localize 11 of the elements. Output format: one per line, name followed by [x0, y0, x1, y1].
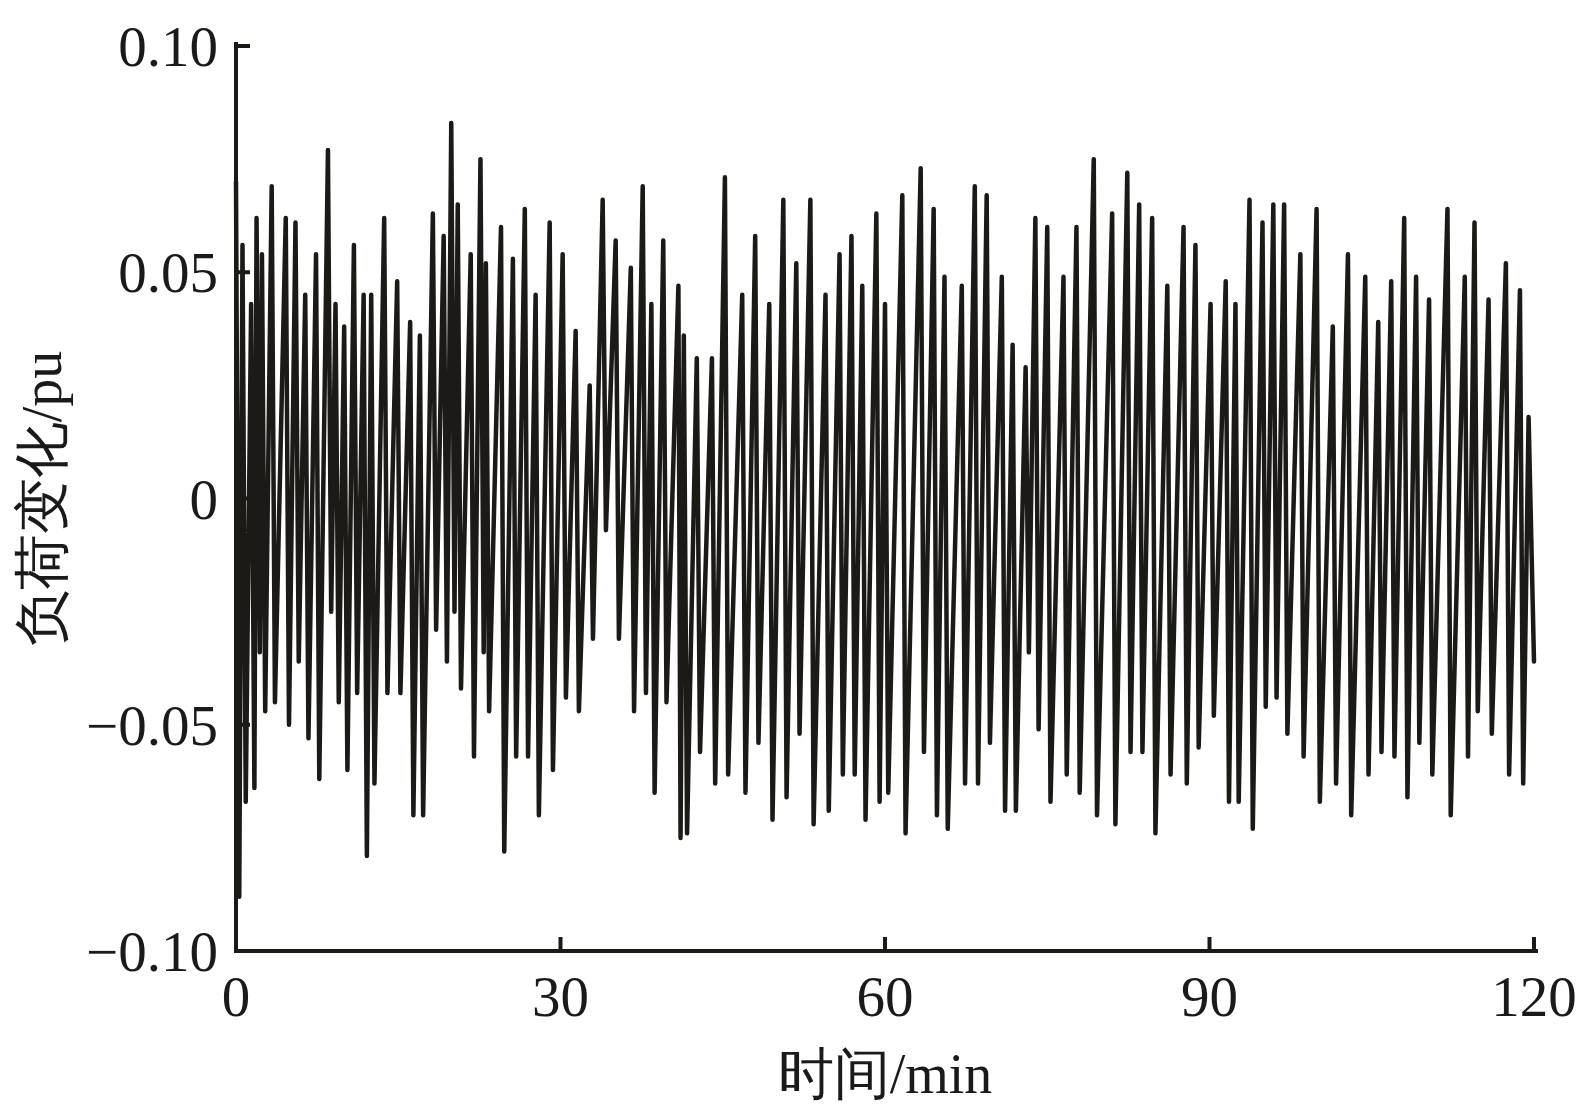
y-tick-label: −0.05 [86, 693, 218, 757]
x-axis-title: 时间/min [777, 1043, 993, 1105]
x-tick-label: 90 [1181, 965, 1238, 1028]
x-tick-label: 120 [1491, 965, 1577, 1028]
x-tick-label: 30 [532, 965, 589, 1028]
y-tick-label: 0.10 [118, 14, 218, 78]
y-axis-title: 负荷变化/pu [11, 350, 73, 647]
y-tick-label: −0.10 [86, 919, 218, 983]
y-tick-label: 0 [189, 467, 218, 530]
y-tick-label: 0.05 [118, 240, 218, 304]
x-tick-label: 60 [856, 965, 914, 1028]
